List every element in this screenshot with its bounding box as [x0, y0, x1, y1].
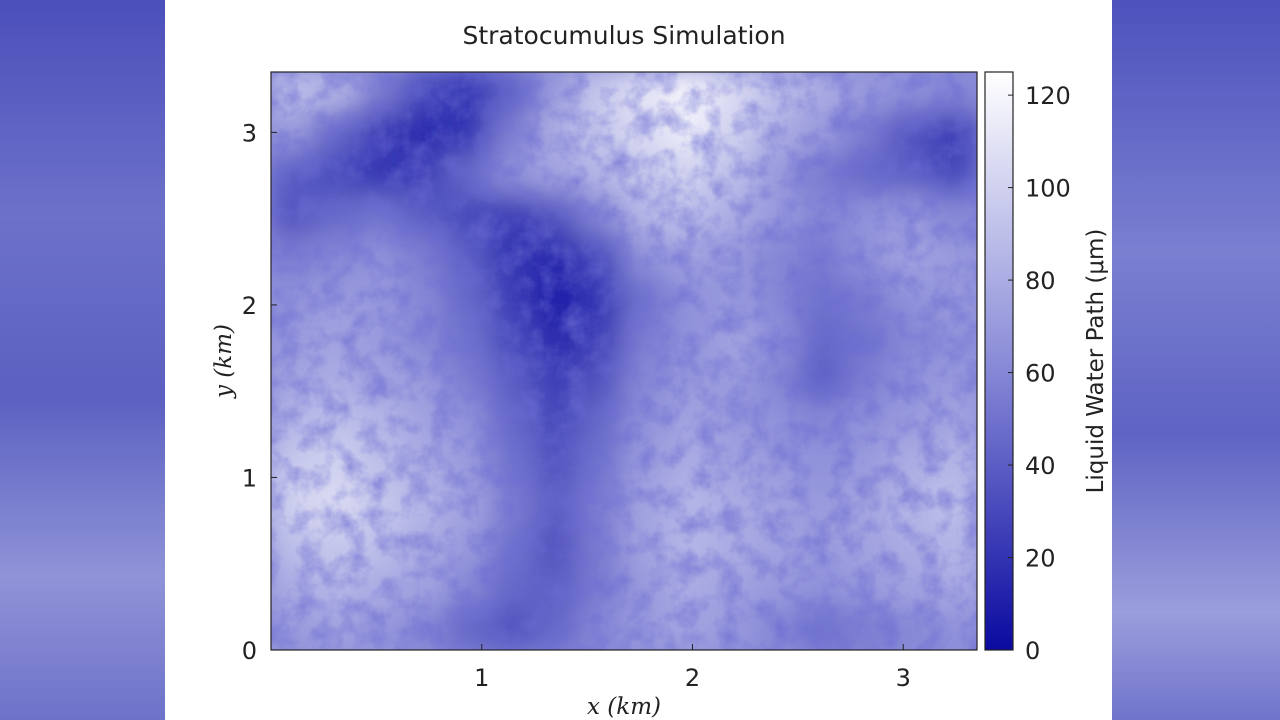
colorbar-tick-label: 0 — [1025, 637, 1040, 665]
y-tick-label: 2 — [242, 292, 257, 320]
y-tick-label: 1 — [242, 464, 257, 492]
y-axis-label: y (km) — [211, 324, 237, 399]
colorbar-tick-label: 60 — [1025, 360, 1056, 388]
colorbar-ticks: 0 20 40 60 80 100 120 — [1008, 82, 1071, 665]
colorbar — [984, 71, 1014, 651]
heatmap-field — [271, 72, 977, 650]
colorbar-tick-label: 120 — [1025, 82, 1071, 110]
colorbar-tick-label: 40 — [1025, 452, 1056, 480]
x-axis-label: x (km) — [587, 694, 661, 720]
y-tick-label: 0 — [242, 637, 257, 665]
heatmap-chart: Stratocumulus Simulation 1 2 3 0 1 2 3 x (km)… — [211, 21, 1109, 720]
x-axis-ticks: 1 2 3 — [474, 644, 911, 692]
left-background — [0, 0, 165, 720]
x-tick-label: 3 — [896, 664, 911, 692]
colorbar-tick-label: 80 — [1025, 267, 1056, 295]
right-background — [1112, 0, 1280, 720]
x-tick-label: 2 — [685, 664, 700, 692]
chart-title: Stratocumulus Simulation — [462, 21, 785, 50]
colorbar-tick-label: 100 — [1025, 175, 1071, 203]
colorbar-tick-label: 20 — [1025, 545, 1056, 573]
plot-frame — [270, 71, 978, 651]
slide: Stratocumulus Simulation 1 2 3 0 1 2 3 x (km)… — [165, 0, 1112, 720]
y-axis-ticks: 0 1 2 3 — [242, 119, 277, 665]
y-tick-label: 3 — [242, 119, 257, 147]
colorbar-label: Liquid Water Path (μm) — [1083, 229, 1109, 494]
x-tick-label: 1 — [474, 664, 489, 692]
